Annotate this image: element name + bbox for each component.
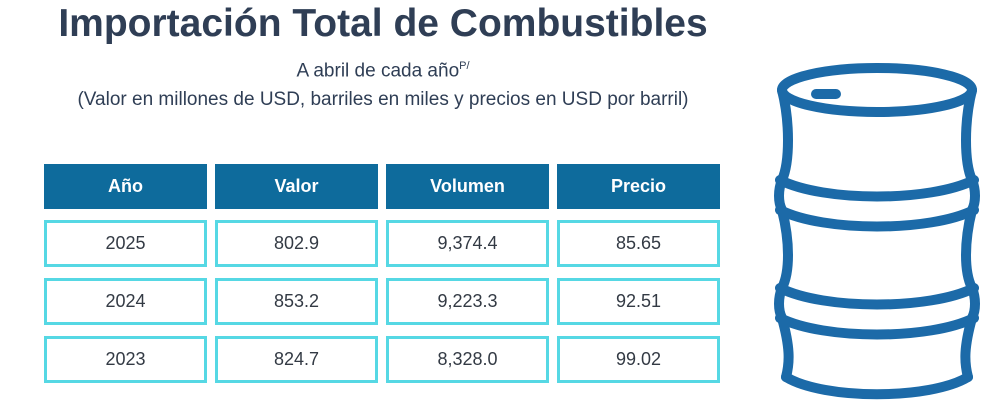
- cell-volumen: 8,328.0: [386, 336, 549, 383]
- header-ano: Año: [44, 164, 207, 209]
- cell-ano: 2024: [44, 278, 207, 325]
- header-volumen: Volumen: [386, 164, 549, 209]
- cell-valor: 824.7: [215, 336, 378, 383]
- page-title: Importación Total de Combustibles: [58, 2, 708, 45]
- cell-valor: 853.2: [215, 278, 378, 325]
- cell-precio: 92.51: [557, 278, 720, 325]
- cell-precio: 99.02: [557, 336, 720, 383]
- page-subtitle: A abril de cada añoP/: [0, 60, 766, 82]
- cell-volumen: 9,374.4: [386, 220, 549, 267]
- header-precio: Precio: [557, 164, 720, 209]
- subtitle-superscript: P/: [459, 60, 470, 72]
- cell-volumen: 9,223.3: [386, 278, 549, 325]
- cell-ano: 2023: [44, 336, 207, 383]
- cell-ano: 2025: [44, 220, 207, 267]
- cell-valor: 802.9: [215, 220, 378, 267]
- header-valor: Valor: [215, 164, 378, 209]
- subtitle-text: A abril de cada año: [296, 60, 460, 82]
- cell-precio: 85.65: [557, 220, 720, 267]
- oil-barrel-icon: [774, 63, 980, 400]
- units-note: (Valor en millones de USD, barriles en m…: [77, 89, 689, 110]
